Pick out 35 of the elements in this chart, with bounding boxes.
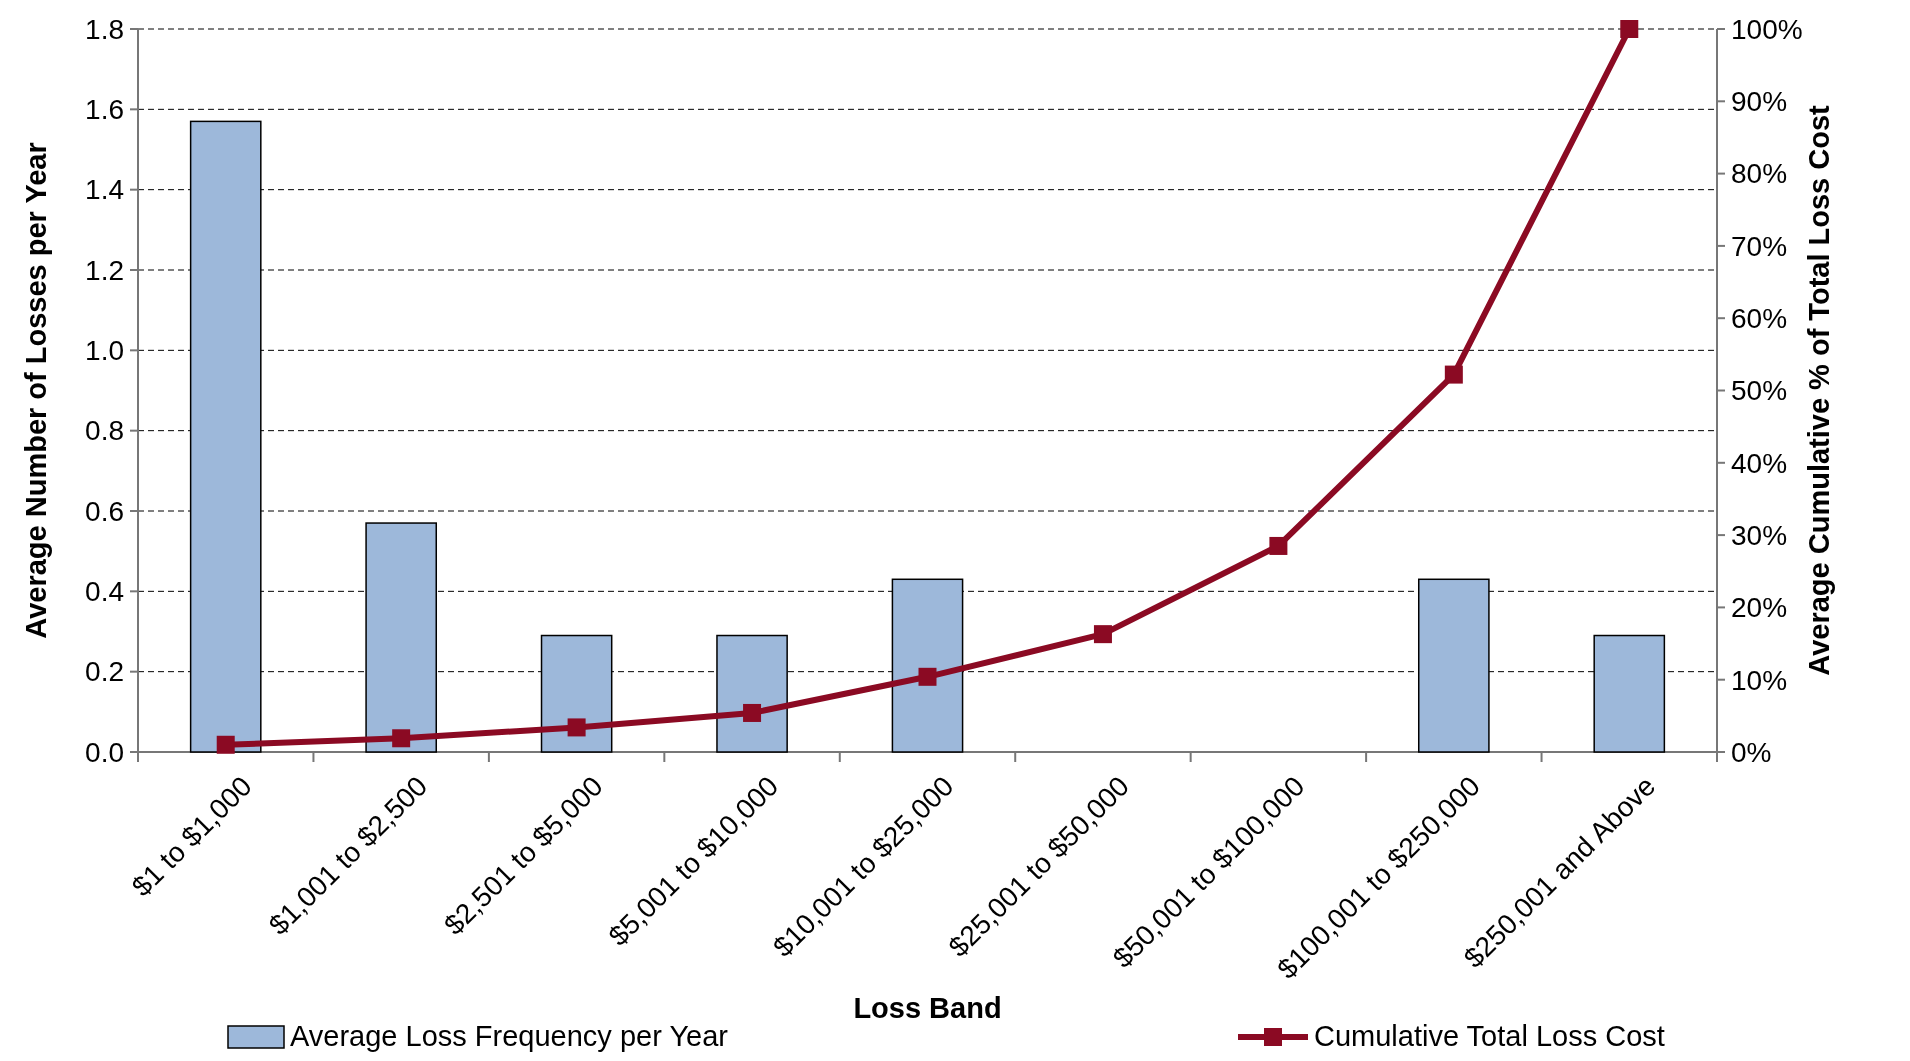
point (918, 667, 937, 686)
y2-tick-label: 70% (1731, 230, 1788, 262)
y-tick-label: 1.4 (85, 174, 124, 206)
y2-tick-label: 0% (1731, 736, 1772, 768)
y2-tick-label: 100% (1731, 13, 1803, 45)
y-tick-label: 0.8 (85, 415, 124, 447)
y-tick-label: 1.2 (85, 254, 124, 286)
y2-tick-label: 30% (1731, 519, 1788, 551)
y2-tick-label: 50% (1731, 375, 1788, 407)
point (1620, 20, 1639, 38)
point (1093, 625, 1112, 644)
y-tick-label: 1.0 (85, 335, 124, 367)
legend-label: Average Loss Frequency per Year (290, 1020, 729, 1052)
point (567, 718, 586, 737)
y-tick-label: 0.6 (85, 495, 124, 527)
y2-axis-title: Average Cumulative % of Total Loss Cost (1802, 104, 1835, 676)
y-tick-label: 0.0 (85, 736, 124, 768)
y2-tick-label: 40% (1731, 447, 1788, 479)
y-tick-label: 0.4 (85, 576, 124, 608)
y2-tick-label: 10% (1731, 664, 1788, 696)
point (743, 703, 762, 722)
y-tick-label: 0.2 (85, 656, 124, 688)
point (392, 729, 411, 748)
x-axis-title: Loss Band (853, 992, 1002, 1024)
y2-tick-label: 80% (1731, 158, 1788, 190)
legend-label: Cumulative Total Loss Cost (1314, 1020, 1665, 1052)
point (1444, 365, 1463, 384)
y2-tick-label: 20% (1731, 592, 1788, 624)
y2-tick-label: 90% (1731, 86, 1788, 118)
point (1269, 536, 1288, 555)
point (216, 735, 235, 754)
y-tick-label: 1.8 (85, 13, 124, 45)
y-tick-label: 1.6 (85, 94, 124, 126)
y-axis-title: Average Number of Losses per Year (20, 142, 52, 639)
y2-tick-label: 60% (1731, 303, 1788, 334)
